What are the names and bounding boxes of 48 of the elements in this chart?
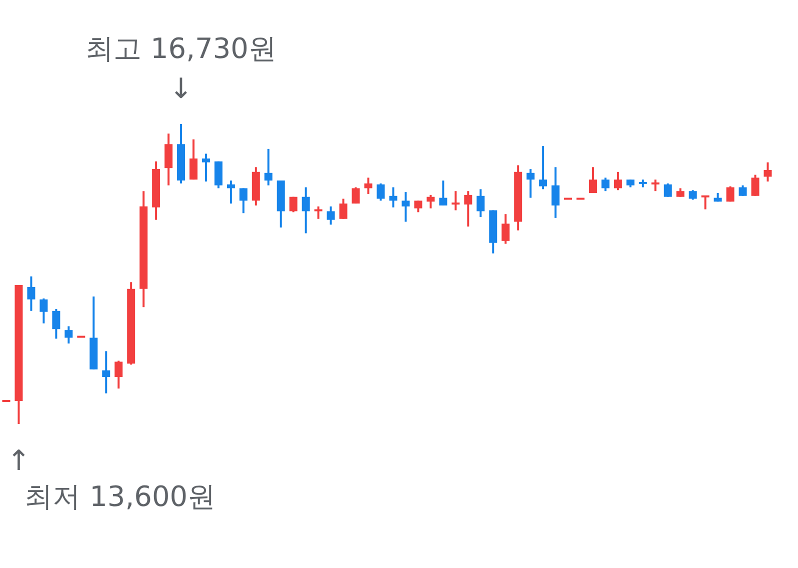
candlestick bbox=[651, 178, 660, 192]
candlestick bbox=[526, 168, 535, 199]
candlestick bbox=[64, 325, 73, 344]
candlestick bbox=[502, 213, 510, 245]
text: ↓ bbox=[169, 72, 193, 106]
text: 최저 13,600원 bbox=[24, 480, 216, 514]
candlestick bbox=[364, 176, 372, 195]
candlestick bbox=[114, 360, 123, 390]
candlestick bbox=[289, 196, 298, 214]
candlestick bbox=[264, 148, 272, 186]
candlestick bbox=[601, 176, 610, 192]
candlestick bbox=[352, 186, 360, 205]
candlestick bbox=[326, 205, 335, 226]
candlestick bbox=[738, 184, 747, 197]
candlestick bbox=[226, 180, 235, 205]
candlestick bbox=[588, 166, 597, 194]
candlestick bbox=[190, 138, 198, 181]
candlestick bbox=[52, 308, 60, 340]
candlestick bbox=[552, 166, 560, 219]
candlestick bbox=[664, 182, 672, 198]
text: ↑ bbox=[6, 444, 30, 478]
candlestick bbox=[452, 190, 460, 212]
candlestick bbox=[751, 174, 760, 197]
candlestick bbox=[402, 191, 410, 223]
candlestick bbox=[726, 185, 734, 203]
candlestick bbox=[376, 182, 385, 202]
candlestick bbox=[214, 160, 222, 190]
candlestick bbox=[464, 190, 472, 228]
candlestick bbox=[239, 187, 248, 214]
candlestick bbox=[339, 198, 348, 220]
candlestick bbox=[426, 194, 435, 210]
candlestick bbox=[40, 297, 48, 324]
candlestick bbox=[102, 350, 110, 394]
candlestick bbox=[476, 188, 485, 218]
candlestick bbox=[202, 152, 210, 183]
candlestick bbox=[614, 170, 622, 192]
candlestick bbox=[764, 161, 772, 183]
candlestick bbox=[164, 132, 173, 186]
candlestick bbox=[389, 186, 398, 208]
candlestick bbox=[539, 145, 548, 190]
candlestick bbox=[302, 186, 310, 234]
candlestick bbox=[688, 189, 697, 201]
candlestick bbox=[701, 194, 710, 210]
text: 최고 16,730원 bbox=[86, 32, 276, 66]
candlestick bbox=[314, 205, 322, 220]
candlestick bbox=[439, 180, 448, 206]
candlestick bbox=[27, 275, 36, 312]
candlestick bbox=[414, 200, 422, 214]
